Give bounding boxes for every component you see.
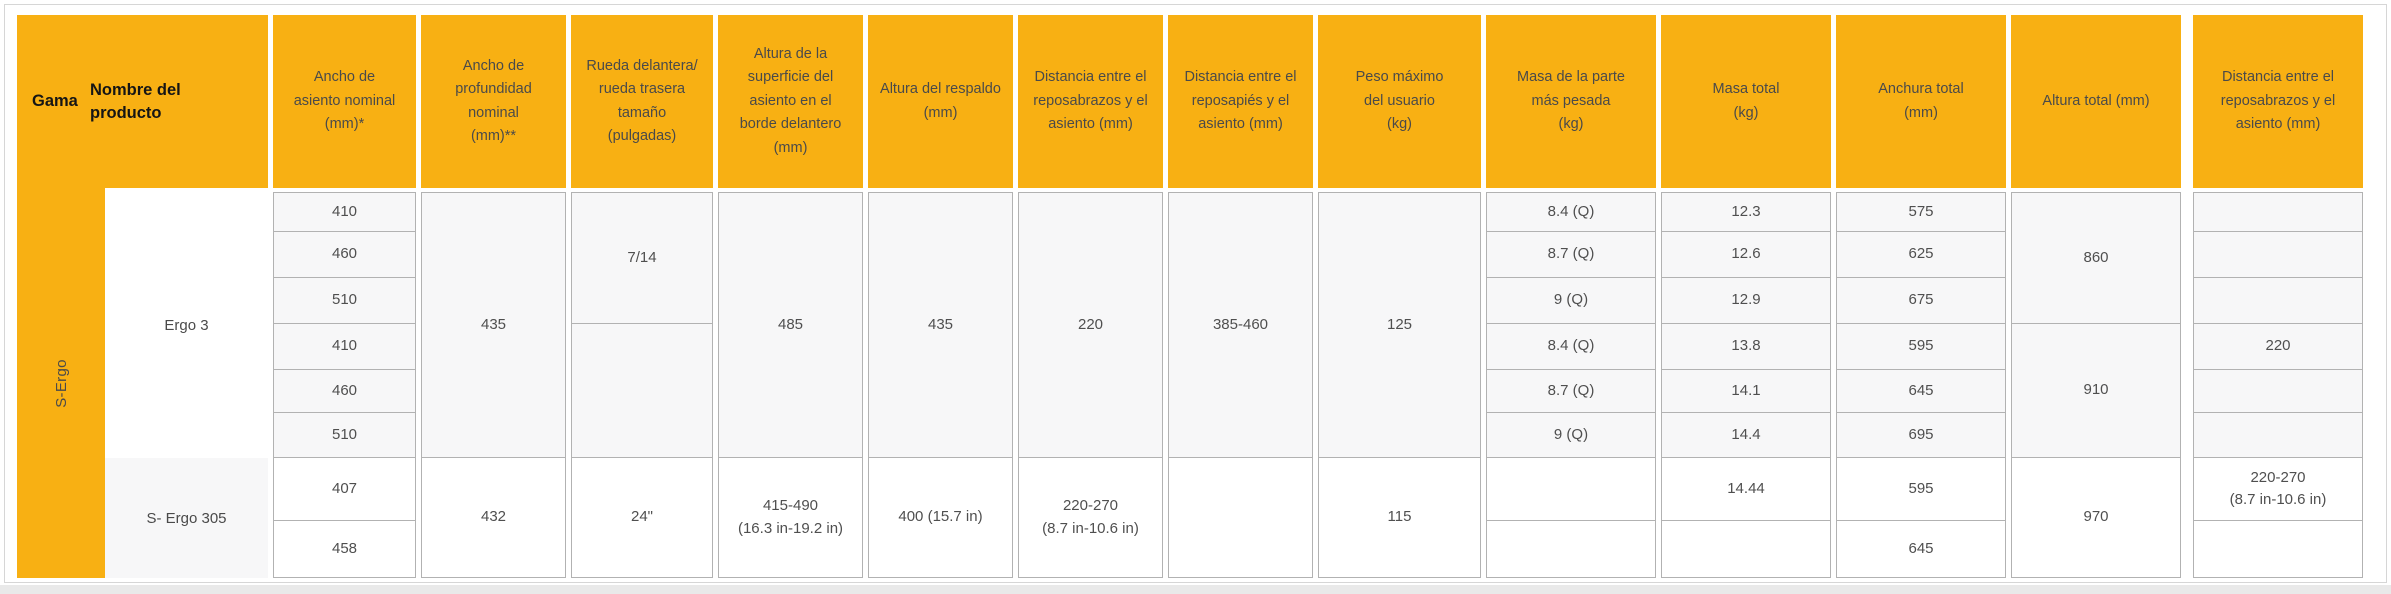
cell-total-height-3: 970 — [2011, 458, 2181, 578]
cell-seat-width-2: 460 — [273, 232, 416, 278]
cell-heaviest-mass-2: 8.7 (Q) — [1486, 232, 1656, 278]
cell-total-width-5: 645 — [1836, 370, 2006, 413]
cell-armrest-distance2-6 — [2193, 413, 2363, 458]
cell-surface-height-sergo305: 415-490 (16.3 in-19.2 in) — [718, 458, 863, 578]
cell-armrest-distance2-8 — [2193, 521, 2363, 578]
column-header-wheel-size: Rueda delantera/ rueda trasera tamaño (p… — [571, 15, 713, 188]
cell-seat-width-6: 510 — [273, 413, 416, 458]
cell-product-ergo3: Ergo 3 — [105, 192, 268, 458]
cell-armrest-distance2-4: 220 — [2193, 324, 2363, 370]
column-header-seat-width: Ancho de asiento nominal (mm)* — [273, 15, 416, 188]
cell-heaviest-mass-4: 8.4 (Q) — [1486, 324, 1656, 370]
cell-total-height-1: 860 — [2011, 192, 2181, 324]
cell-armrest-distance-sergo305: 220-270 (8.7 in-10.6 in) — [1018, 458, 1163, 578]
cell-footrest-distance-ergo3: 385-460 — [1168, 192, 1313, 458]
cell-footrest-distance-sergo305 — [1168, 458, 1313, 578]
column-header-backrest-height: Altura del respaldo (mm) — [868, 15, 1013, 188]
cell-seat-width-4: 410 — [273, 324, 416, 370]
cell-armrest-distance2-5 — [2193, 370, 2363, 413]
cell-backrest-height-ergo3: 435 — [868, 192, 1013, 458]
cell-armrest-distance2-2 — [2193, 232, 2363, 278]
column-header-armrest-seat-distance-2: Distancia entre el reposabrazos y el asi… — [2193, 15, 2363, 188]
cell-total-width-8: 645 — [1836, 521, 2006, 578]
cell-seat-depth-ergo3: 435 — [421, 192, 566, 458]
cell-backrest-height-sergo305: 400 (15.7 in) — [868, 458, 1013, 578]
cell-armrest-distance2-7: 220-270 (8.7 in-10.6 in) — [2193, 458, 2363, 521]
cell-wheel-size-1: 7/14 — [571, 192, 713, 324]
cell-total-width-4: 595 — [1836, 324, 2006, 370]
cell-total-width-3: 675 — [1836, 278, 2006, 324]
cell-surface-height-ergo3: 485 — [718, 192, 863, 458]
cell-product-sergo305: S- Ergo 305 — [105, 458, 268, 578]
column-header-seat-depth: Ancho de profundidad nominal (mm)** — [421, 15, 566, 188]
cell-total-mass-3: 12.9 — [1661, 278, 1831, 324]
column-header-seat-surface-height: Altura de la superficie del asiento en e… — [718, 15, 863, 188]
column-header-footrest-seat-distance: Distancia entre el reposapiés y el asien… — [1168, 15, 1313, 188]
gama-group-label: S-Ergo — [52, 358, 70, 408]
column-header-total-mass: Masa total (kg) — [1661, 15, 1831, 188]
cell-heaviest-mass-7 — [1486, 458, 1656, 521]
column-header-max-user-weight: Peso máximo del usuario (kg) — [1318, 15, 1481, 188]
cell-total-mass-5: 14.1 — [1661, 370, 1831, 413]
cell-seat-width-7: 407 — [273, 458, 416, 521]
cell-total-mass-6: 14.4 — [1661, 413, 1831, 458]
column-header-total-width: Anchura total (mm) — [1836, 15, 2006, 188]
cell-total-width-7: 595 — [1836, 458, 2006, 521]
cell-wheel-size-3: 24" — [571, 458, 713, 578]
spec-table: Gama Nombre del producto Ancho de asient… — [17, 15, 2363, 578]
column-header-total-height: Altura total (mm) — [2011, 15, 2181, 188]
page-bottom-strip — [0, 585, 2391, 594]
header-gama-nombre: Gama Nombre del producto — [17, 15, 268, 188]
cell-total-height-2: 910 — [2011, 324, 2181, 458]
column-header-nombre-del-producto: Nombre del producto — [90, 81, 181, 122]
cell-total-width-6: 695 — [1836, 413, 2006, 458]
cell-total-width-2: 625 — [1836, 232, 2006, 278]
cell-heaviest-mass-6: 9 (Q) — [1486, 413, 1656, 458]
cell-heaviest-mass-3: 9 (Q) — [1486, 278, 1656, 324]
cell-total-mass-8 — [1661, 521, 1831, 578]
cell-gama-group: S-Ergo — [17, 188, 105, 578]
cell-total-mass-4: 13.8 — [1661, 324, 1831, 370]
cell-heaviest-mass-5: 8.7 (Q) — [1486, 370, 1656, 413]
cell-seat-depth-sergo305: 432 — [421, 458, 566, 578]
cell-max-weight-ergo3: 125 — [1318, 192, 1481, 458]
cell-armrest-distance2-3 — [2193, 278, 2363, 324]
cell-heaviest-mass-1: 8.4 (Q) — [1486, 192, 1656, 232]
cell-seat-width-5: 460 — [273, 370, 416, 413]
cell-total-mass-2: 12.6 — [1661, 232, 1831, 278]
cell-total-mass-7: 14.44 — [1661, 458, 1831, 521]
cell-seat-width-3: 510 — [273, 278, 416, 324]
column-header-heaviest-part-mass: Masa de la parte más pesada (kg) — [1486, 15, 1656, 188]
cell-max-weight-sergo305: 115 — [1318, 458, 1481, 578]
cell-heaviest-mass-8 — [1486, 521, 1656, 578]
cell-seat-width-1: 410 — [273, 192, 416, 232]
column-header-armrest-seat-distance: Distancia entre el reposabrazos y el asi… — [1018, 15, 1163, 188]
cell-seat-width-8: 458 — [273, 521, 416, 578]
cell-total-mass-1: 12.3 — [1661, 192, 1831, 232]
column-header-gama: Gama — [32, 92, 78, 110]
cell-armrest-distance-ergo3: 220 — [1018, 192, 1163, 458]
cell-armrest-distance2-1 — [2193, 192, 2363, 232]
cell-total-width-1: 575 — [1836, 192, 2006, 232]
cell-wheel-size-2 — [571, 324, 713, 458]
spec-table-panel: Gama Nombre del producto Ancho de asient… — [4, 4, 2387, 583]
